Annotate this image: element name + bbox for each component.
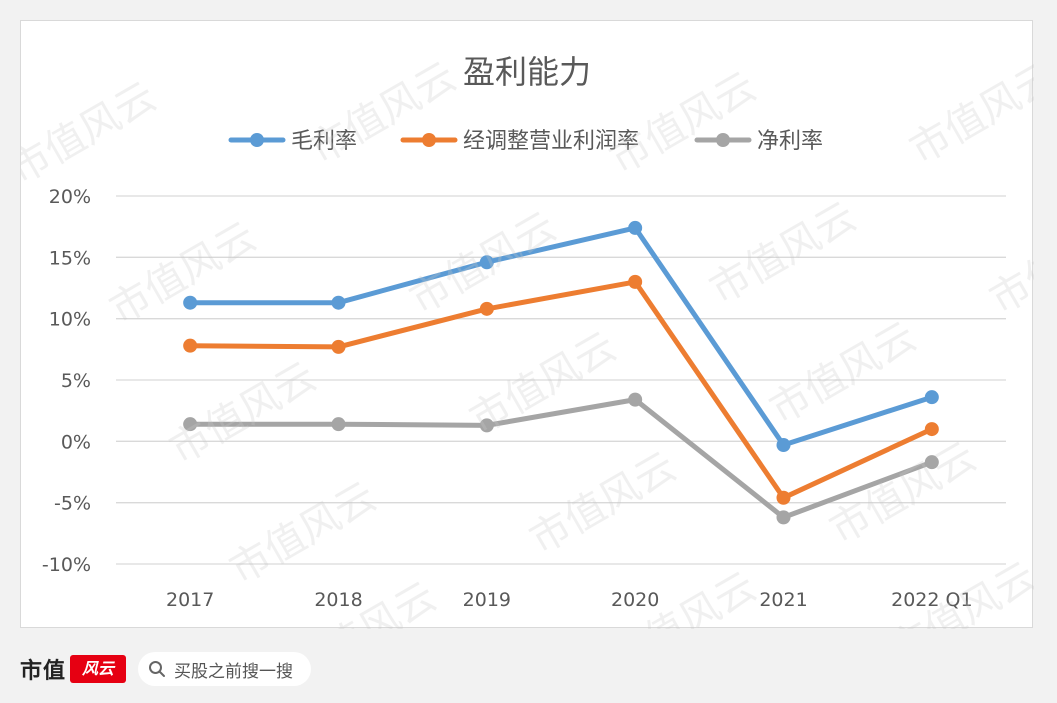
y-tick-label: 0% [61, 431, 91, 453]
chart-card: 盈利能力毛利率 经调整营业利润率 净利率 20% 15% 10% 5% 0% -5% -10% 20… [20, 20, 1034, 629]
data-point [183, 417, 198, 432]
x-tick-label: 2017 [166, 589, 214, 611]
search-pill[interactable]: 买股之前搜一搜 [138, 652, 312, 686]
brand-name: 市值 [20, 658, 67, 684]
data-point [331, 417, 346, 432]
data-point [776, 510, 791, 525]
y-tick-label: 20% [49, 186, 91, 208]
data-point [924, 390, 939, 405]
x-tick-label: 2018 [314, 589, 362, 611]
legend-label-1: 经调整营业利润率 [463, 129, 639, 154]
data-point [183, 295, 198, 310]
data-point [628, 220, 643, 235]
data-point [331, 339, 346, 354]
data-point [479, 255, 494, 270]
brand-logo: 风云 [70, 655, 127, 683]
y-tick-label: -10% [42, 554, 91, 576]
footer: 市值 风云 买股之前搜一搜 [20, 650, 312, 688]
y-tick-label: -5% [54, 493, 91, 515]
data-point [479, 301, 494, 316]
y-tick-label: 15% [49, 247, 91, 269]
chart-title: 盈利能力 [463, 53, 591, 91]
data-point [628, 274, 643, 289]
legend-marker-2 [716, 133, 730, 147]
data-point [331, 295, 346, 310]
legend-marker-0 [250, 133, 264, 147]
data-point [776, 490, 791, 505]
data-point [479, 418, 494, 433]
x-tick-label: 2022 Q1 [891, 589, 972, 611]
legend-label-2: 净利率 [757, 129, 823, 154]
data-point [924, 422, 939, 437]
legend-label-0: 毛利率 [291, 129, 357, 154]
legend-marker-1 [422, 133, 436, 147]
y-tick-label: 5% [61, 370, 91, 392]
data-point [776, 438, 791, 453]
y-tick-label: 10% [49, 309, 91, 331]
data-point [628, 392, 643, 407]
x-tick-label: 2020 [611, 589, 659, 611]
search-text: 买股之前搜一搜 [174, 661, 294, 682]
x-tick-label: 2021 [759, 589, 807, 611]
x-tick-label: 2019 [463, 589, 511, 611]
data-point [183, 338, 198, 353]
series-line-1 [190, 279, 933, 501]
series-line-2 [190, 397, 933, 520]
series-line-0 [190, 225, 933, 448]
search-icon [149, 661, 166, 677]
data-point [924, 455, 939, 470]
